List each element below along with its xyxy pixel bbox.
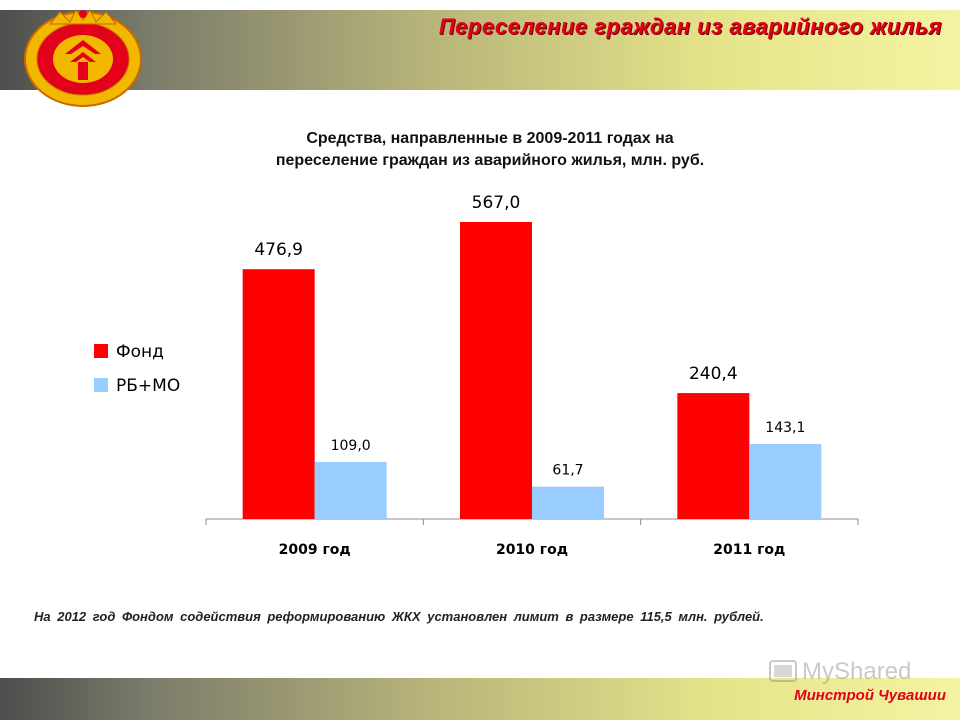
chart-title-line-1: Средства, направленные в 2009-2011 годах… [306, 130, 674, 147]
bar-rb-mo-2011-год [749, 444, 822, 519]
legend-label-fond: Фонд [116, 342, 164, 362]
footnote: На 2012 год Фондом содействия реформиров… [34, 609, 764, 624]
bar-rb-mo-2010-год [532, 486, 604, 519]
legend-label-rb-mo: РБ+МО [116, 376, 180, 396]
page-title: Переселение граждан из аварийного жилья [438, 14, 942, 39]
bar-rb-mo-2009-год [314, 461, 387, 519]
header-band [0, 10, 960, 90]
bar-fond-2009-год [242, 269, 315, 519]
legend-swatch-fond [94, 344, 108, 358]
legend-swatch-rb-mo [94, 378, 108, 392]
x-tick-label: 2011 год [713, 542, 785, 558]
data-label: 476,9 [254, 240, 303, 260]
chart-title: Средства, направленные в 2009-2011 годах… [200, 128, 780, 172]
bar-chart: 476,9 109,0 2009 год 567,0 61,7 2010 год 240,4… [94, 193, 859, 558]
data-label: 61,7 [552, 463, 583, 479]
data-label: 567,0 [472, 193, 521, 213]
myshared-watermark-logo: MyShared [769, 658, 911, 685]
x-tick-label: 2010 год [496, 542, 568, 558]
data-label: 240,4 [689, 364, 738, 384]
data-label: 109,0 [331, 438, 371, 454]
footer-band [0, 678, 960, 720]
watermark-text: MyShared [802, 658, 911, 685]
bar-fond-2010-год [460, 222, 532, 519]
bar-fond-2011-год [677, 393, 750, 519]
chuvash-republic-emblem-icon [24, 9, 142, 107]
footer-org-name: Минстрой Чувашии [794, 687, 946, 704]
data-label: 143,1 [765, 420, 805, 436]
chart-title-line-2: переселение граждан из аварийного жилья,… [275, 152, 705, 169]
x-tick-label: 2009 год [279, 542, 351, 558]
